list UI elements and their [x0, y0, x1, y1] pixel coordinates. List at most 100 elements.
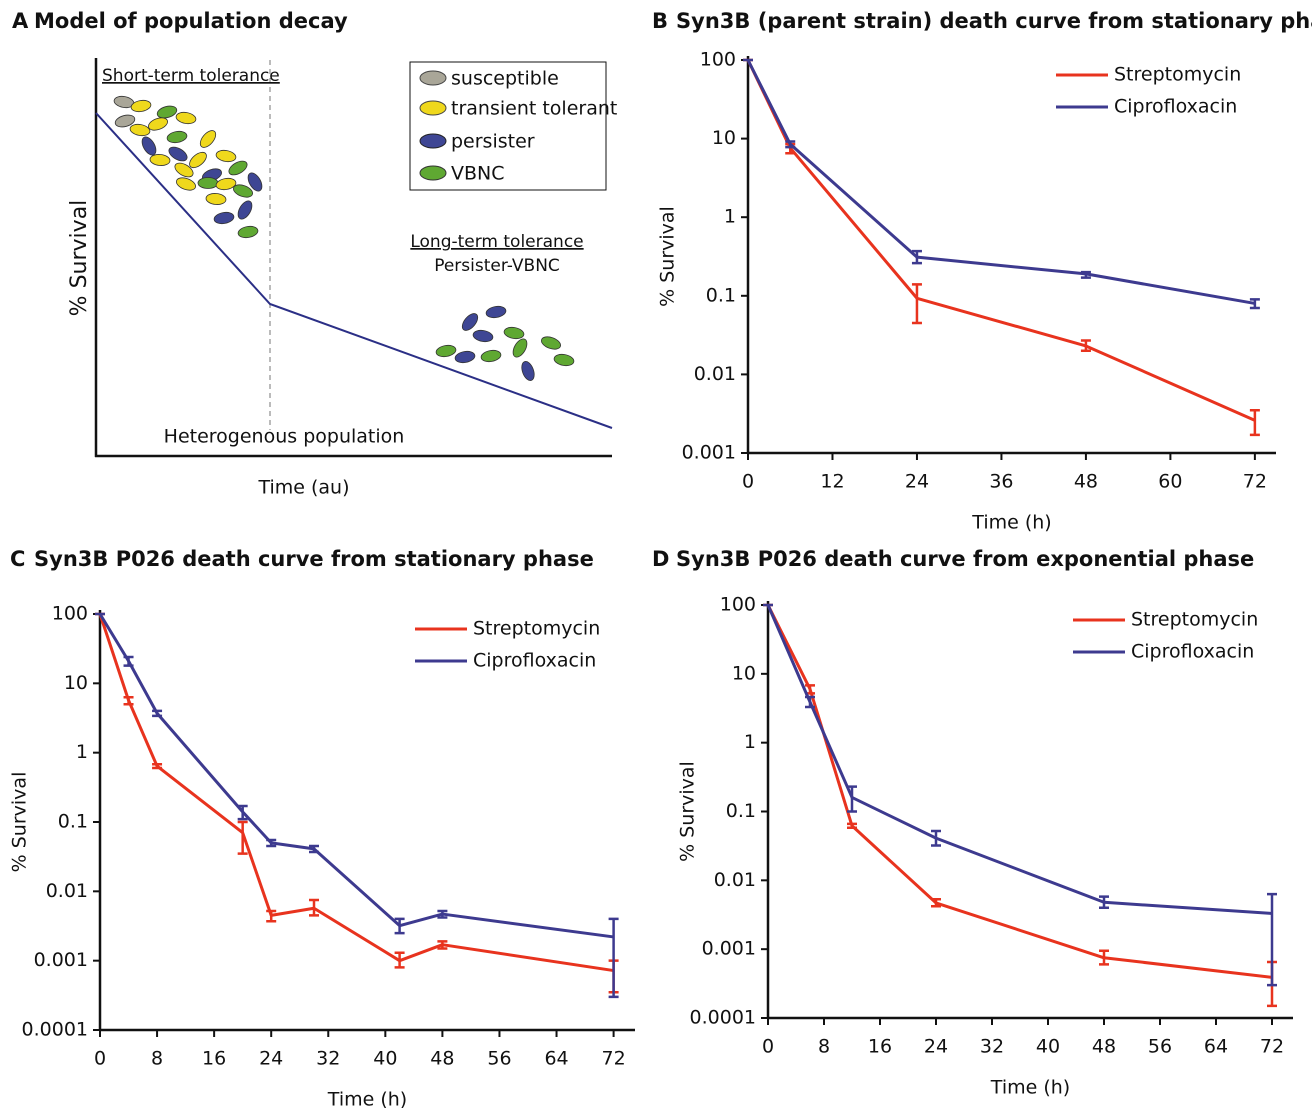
- panel-a: A Model of population decay % Survival T…: [12, 9, 617, 499]
- y-tick-label: 100: [700, 49, 736, 71]
- y-tick-label: 10: [732, 662, 756, 684]
- error-bar: [309, 898, 319, 917]
- x-tick-label: 0: [742, 471, 754, 493]
- cell: [176, 177, 196, 191]
- y-tick-label: 0.01: [714, 869, 756, 891]
- x-tick-label: 24: [259, 1048, 283, 1070]
- cell: [166, 130, 188, 144]
- x-axis-label: Time (h): [971, 512, 1051, 534]
- error-bar: [266, 838, 277, 848]
- x-tick-label: 16: [202, 1048, 226, 1070]
- cell: [141, 136, 157, 156]
- cell: [461, 313, 479, 331]
- legend-label: transient tolerant: [451, 98, 617, 120]
- annotation: Long-term tolerance: [410, 232, 583, 252]
- y-tick-label: 0.001: [682, 442, 736, 464]
- x-tick-label: 64: [1204, 1036, 1228, 1058]
- y-tick-label: 1: [724, 206, 736, 228]
- x-tick-label: 48: [430, 1048, 454, 1070]
- legend-swatch: [419, 70, 447, 86]
- error-bar: [911, 249, 922, 265]
- error-bar: [1080, 339, 1091, 352]
- y-tick-label: 0.01: [46, 880, 88, 902]
- cell: [215, 149, 237, 163]
- x-tick-label: 0: [94, 1048, 106, 1070]
- x-tick-label: 32: [980, 1036, 1004, 1058]
- y-tick-label: 10: [64, 672, 88, 694]
- error-bar: [1249, 298, 1260, 310]
- error-bar: [1267, 892, 1277, 987]
- cell: [130, 99, 152, 113]
- legend-label: Ciprofloxacin: [473, 650, 596, 672]
- cell: [233, 184, 253, 198]
- error-bar: [394, 951, 405, 969]
- error-bar: [847, 785, 857, 813]
- series-line: [766, 604, 1273, 979]
- x-tick-label: 0: [762, 1036, 774, 1058]
- y-tick-label: 0.01: [694, 363, 736, 385]
- legend-label: Streptomycin: [1114, 64, 1241, 86]
- error-bar: [123, 695, 134, 706]
- error-bar: [437, 940, 448, 950]
- x-tick-label: 8: [151, 1048, 163, 1070]
- error-bar: [931, 829, 941, 847]
- annotation: Persister-VBNC: [434, 256, 560, 276]
- x-tick-label: 56: [1148, 1036, 1172, 1058]
- y-tick-label: 0.1: [58, 811, 88, 833]
- y-tick-label: 0.001: [702, 938, 756, 960]
- cell: [472, 329, 494, 343]
- error-bar: [123, 655, 134, 667]
- error-bar: [608, 917, 619, 999]
- cell: [156, 105, 178, 119]
- cell: [237, 200, 253, 220]
- legend-label: Ciprofloxacin: [1114, 96, 1237, 118]
- error-bar: [931, 898, 941, 908]
- cell: [129, 123, 151, 137]
- cell: [174, 162, 194, 178]
- x-tick-label: 60: [1158, 471, 1182, 493]
- y-tick-label: 0.1: [726, 800, 756, 822]
- error-bar: [1099, 895, 1109, 909]
- error-bar: [237, 804, 248, 821]
- legend-swatch: [419, 165, 447, 181]
- annotation: Heterogenous population: [164, 426, 405, 448]
- panel-label: C: [10, 547, 25, 571]
- cell: [149, 154, 171, 166]
- y-tick-label: 1: [76, 741, 88, 763]
- cell: [541, 336, 561, 350]
- x-tick-label: 72: [1260, 1036, 1284, 1058]
- cell: [521, 361, 535, 381]
- cell: [237, 225, 259, 239]
- x-tick-label: 24: [905, 471, 929, 493]
- y-tick-label: 1: [744, 731, 756, 753]
- chart-panel: C Syn3B P026 death curve from stationary …: [9, 547, 635, 1108]
- error-bar: [785, 140, 796, 149]
- cell: [197, 177, 219, 189]
- x-tick-label: 40: [373, 1048, 397, 1070]
- legend-label: Streptomycin: [473, 618, 600, 640]
- cell: [205, 193, 227, 205]
- x-tick-label: 48: [1092, 1036, 1116, 1058]
- decay-curve: [95, 112, 613, 429]
- error-bar: [1249, 408, 1260, 437]
- panel-label: D: [652, 547, 669, 571]
- panel-title: Model of population decay: [34, 9, 348, 33]
- x-tick-label: 48: [1074, 471, 1098, 493]
- error-bar: [437, 909, 448, 919]
- cell: [503, 326, 525, 340]
- x-tick-label: 24: [924, 1036, 948, 1058]
- x-tick-label: 72: [602, 1048, 626, 1070]
- y-tick-label: 10: [712, 127, 736, 149]
- cell: [189, 151, 207, 169]
- x-tick-label: 32: [316, 1048, 340, 1070]
- x-tick-label: 16: [868, 1036, 892, 1058]
- error-bar: [911, 283, 922, 325]
- y-tick-label: 100: [720, 594, 756, 616]
- panel-title: Syn3B (parent strain) death curve from s…: [676, 9, 1312, 33]
- y-tick-label: 0.1: [706, 284, 736, 306]
- cell: [512, 338, 528, 358]
- x-tick-label: 40: [1036, 1036, 1060, 1058]
- cell: [215, 177, 237, 191]
- cell: [148, 117, 168, 131]
